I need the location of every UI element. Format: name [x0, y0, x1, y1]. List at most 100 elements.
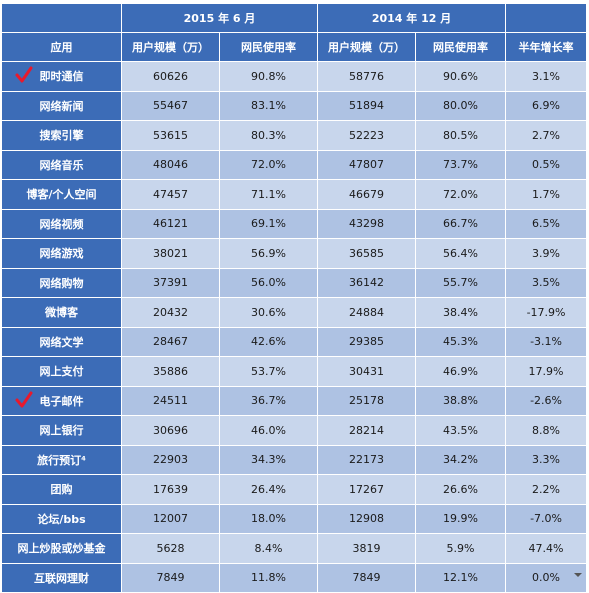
table-row: 网络文学 28467 42.6% 29385 45.3% -3.1% [1, 326, 588, 357]
growth-cell: 47.4% [505, 533, 588, 564]
table-row: 网络视频 46121 69.1% 43298 66.7% 6.5% [1, 208, 588, 239]
rate-2014-cell: 19.9% [415, 503, 507, 534]
users-2014-cell: 25178 [317, 385, 417, 416]
rate-2014-cell: 38.4% [415, 297, 507, 328]
app-name-label: 旅行预订⁴ [37, 453, 86, 467]
rate-2015-cell: 90.8% [218, 61, 319, 92]
col-header-app: 应用 [1, 32, 122, 62]
table-row: 网上炒股或炒基金 5628 8.4% 3819 5.9% 47.4% [1, 533, 588, 564]
rate-2014-cell: 55.7% [415, 267, 507, 298]
users-2014-cell: 36142 [317, 267, 417, 298]
users-2015-cell: 48046 [121, 149, 220, 180]
table-row: 旅行预订⁴ 22903 34.3% 22173 34.2% 3.3% [1, 444, 588, 475]
growth-cell: -17.9% [505, 297, 588, 328]
app-name-label: 网络游戏 [39, 247, 84, 261]
users-2015-cell: 22903 [121, 444, 220, 475]
app-name-cell: 网络游戏 [1, 238, 122, 269]
users-2014-cell: 28214 [317, 415, 417, 446]
column-header-row: 应用 用户规模（万） 网民使用率 用户规模（万） 网民使用率 半年增长率 [1, 32, 588, 62]
app-name-label: 网上炒股或炒基金 [17, 542, 106, 556]
rate-2015-cell: 8.4% [218, 533, 319, 564]
users-2015-cell: 7849 [121, 562, 220, 593]
table-row: 即时通信 60626 90.8% 58776 90.6% 3.1% [1, 61, 588, 92]
app-name-label: 网上银行 [39, 424, 84, 438]
growth-cell: 3.5% [505, 267, 588, 298]
rate-2015-cell: 56.0% [218, 267, 319, 298]
users-2014-cell: 46679 [317, 179, 417, 210]
users-2015-cell: 38021 [121, 238, 220, 269]
col-header-rate-2015: 网民使用率 [218, 32, 319, 62]
users-2014-cell: 3819 [317, 533, 417, 564]
rate-2014-cell: 38.8% [415, 385, 507, 416]
app-name-label: 微博客 [45, 306, 78, 320]
app-name-cell: 团购 [1, 474, 122, 505]
red-checkmark-icon [15, 66, 33, 84]
period-header-empty-right [505, 3, 588, 33]
growth-cell: 8.8% [505, 415, 588, 446]
users-2015-cell: 24511 [121, 385, 220, 416]
rate-2015-cell: 30.6% [218, 297, 319, 328]
app-name-label: 网上支付 [39, 365, 84, 379]
rate-2015-cell: 69.1% [218, 208, 319, 239]
users-2014-cell: 51894 [317, 90, 417, 121]
app-name-label: 电子邮件 [39, 394, 84, 408]
app-name-cell: 论坛/bbs [1, 503, 122, 534]
users-2015-cell: 60626 [121, 61, 220, 92]
app-name-label: 网络购物 [39, 276, 84, 290]
usage-table: 2015 年 6 月 2014 年 12 月 应用 用户规模（万） 网民使用率 … [1, 3, 588, 593]
users-2015-cell: 5628 [121, 533, 220, 564]
growth-cell: 3.9% [505, 238, 588, 269]
growth-cell: 2.7% [505, 120, 588, 151]
users-2014-cell: 47807 [317, 149, 417, 180]
rate-2015-cell: 18.0% [218, 503, 319, 534]
table-row: 电子邮件 24511 36.7% 25178 38.8% -2.6% [1, 385, 588, 416]
app-name-cell: 微博客 [1, 297, 122, 328]
app-name-label: 论坛/bbs [37, 512, 86, 526]
app-name-label: 网络音乐 [39, 158, 84, 172]
growth-cell: 0.5% [505, 149, 588, 180]
rate-2014-cell: 66.7% [415, 208, 507, 239]
app-name-label: 团购 [50, 483, 73, 497]
users-2015-cell: 28467 [121, 326, 220, 357]
table-row: 团购 17639 26.4% 17267 26.6% 2.2% [1, 474, 588, 505]
growth-cell: 1.7% [505, 179, 588, 210]
users-2014-cell: 30431 [317, 356, 417, 387]
app-name-cell: 搜索引擎 [1, 120, 122, 151]
rate-2014-cell: 12.1% [415, 562, 507, 593]
users-2015-cell: 55467 [121, 90, 220, 121]
period-header-row: 2015 年 6 月 2014 年 12 月 [1, 3, 588, 33]
users-2014-cell: 12908 [317, 503, 417, 534]
users-2015-cell: 47457 [121, 179, 220, 210]
app-name-label: 博客/个人空间 [26, 188, 97, 202]
growth-cell: 3.3% [505, 444, 588, 475]
table-row: 网络音乐 48046 72.0% 47807 73.7% 0.5% [1, 149, 588, 180]
corner-arrow-icon [574, 573, 582, 577]
users-2014-cell: 29385 [317, 326, 417, 357]
users-2015-cell: 17639 [121, 474, 220, 505]
users-2015-cell: 37391 [121, 267, 220, 298]
growth-cell: -2.6% [505, 385, 588, 416]
rate-2014-cell: 34.2% [415, 444, 507, 475]
col-header-users-2014: 用户规模（万） [317, 32, 417, 62]
rate-2015-cell: 11.8% [218, 562, 319, 593]
app-name-label: 网络视频 [39, 217, 84, 231]
app-name-cell: 网上银行 [1, 415, 122, 446]
rate-2014-cell: 46.9% [415, 356, 507, 387]
growth-cell: 2.2% [505, 474, 588, 505]
app-name-cell: 网络文学 [1, 326, 122, 357]
period-header-empty-left [1, 3, 122, 33]
app-name-cell: 博客/个人空间 [1, 179, 122, 210]
rate-2015-cell: 42.6% [218, 326, 319, 357]
users-2014-cell: 43298 [317, 208, 417, 239]
rate-2014-cell: 26.6% [415, 474, 507, 505]
growth-cell: 6.9% [505, 90, 588, 121]
rate-2015-cell: 53.7% [218, 356, 319, 387]
users-2015-cell: 12007 [121, 503, 220, 534]
app-name-cell: 旅行预订⁴ [1, 444, 122, 475]
users-2014-cell: 58776 [317, 61, 417, 92]
app-name-cell: 网络视频 [1, 208, 122, 239]
app-name-label: 即时通信 [39, 70, 84, 84]
app-name-cell: 电子邮件 [1, 385, 122, 416]
growth-cell: 6.5% [505, 208, 588, 239]
rate-2014-cell: 45.3% [415, 326, 507, 357]
